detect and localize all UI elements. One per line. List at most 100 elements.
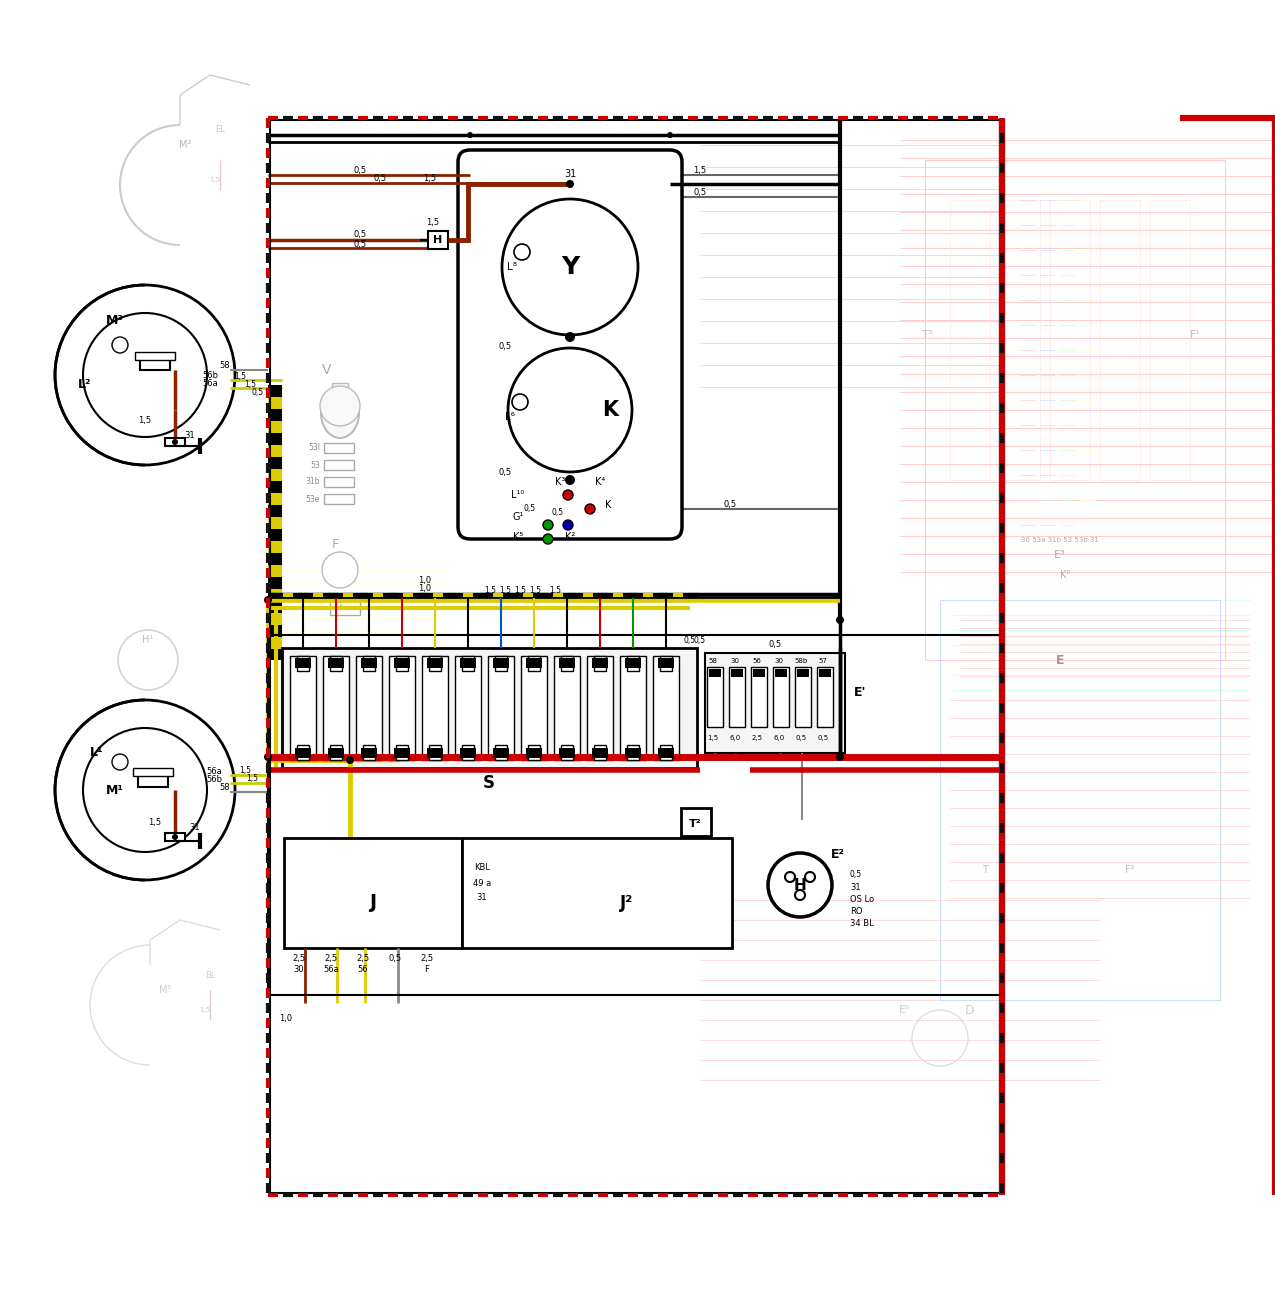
Text: 58: 58 bbox=[219, 361, 231, 370]
Text: 31: 31 bbox=[477, 893, 487, 903]
Text: 53: 53 bbox=[310, 460, 320, 469]
Text: 30: 30 bbox=[774, 658, 784, 665]
Circle shape bbox=[585, 504, 595, 515]
Circle shape bbox=[264, 596, 272, 604]
Text: L⁶: L⁶ bbox=[505, 412, 515, 422]
Bar bbox=[268, 445, 282, 456]
Bar bbox=[282, 648, 697, 768]
Ellipse shape bbox=[321, 388, 360, 438]
Bar bbox=[268, 565, 282, 577]
Bar bbox=[330, 745, 342, 760]
Text: E²: E² bbox=[831, 848, 845, 861]
Text: 56a: 56a bbox=[203, 380, 218, 388]
Text: 30: 30 bbox=[731, 658, 739, 665]
Text: H¹: H¹ bbox=[143, 635, 153, 645]
Bar bbox=[268, 385, 282, 397]
Bar bbox=[924, 160, 1225, 659]
Bar bbox=[268, 506, 282, 517]
Text: 1,5: 1,5 bbox=[209, 177, 221, 184]
Bar bbox=[330, 600, 360, 615]
Bar bbox=[361, 658, 377, 668]
Bar bbox=[625, 658, 641, 668]
Bar bbox=[268, 540, 282, 553]
Bar bbox=[356, 656, 382, 760]
Bar bbox=[323, 656, 349, 760]
Text: 1,5: 1,5 bbox=[708, 734, 719, 741]
Text: 2,5: 2,5 bbox=[421, 953, 434, 962]
Bar bbox=[295, 658, 311, 668]
Text: 58: 58 bbox=[219, 784, 230, 793]
Text: 56a: 56a bbox=[207, 767, 222, 776]
Text: 1,5: 1,5 bbox=[694, 166, 706, 175]
Bar bbox=[363, 745, 375, 760]
Bar bbox=[561, 745, 572, 760]
Bar bbox=[493, 747, 509, 758]
Text: Y: Y bbox=[561, 255, 579, 279]
Bar bbox=[268, 590, 282, 601]
Bar bbox=[1000, 200, 1040, 480]
Circle shape bbox=[502, 199, 638, 335]
Text: S: S bbox=[483, 775, 495, 793]
Bar bbox=[138, 772, 168, 787]
Circle shape bbox=[565, 332, 575, 343]
Text: K²: K² bbox=[565, 531, 575, 542]
Text: M³: M³ bbox=[106, 313, 124, 327]
Bar bbox=[428, 231, 448, 250]
Text: 2,5: 2,5 bbox=[292, 953, 306, 962]
Bar bbox=[495, 656, 507, 671]
Text: 1,5: 1,5 bbox=[484, 586, 496, 595]
Bar bbox=[681, 808, 711, 837]
Bar bbox=[709, 668, 720, 678]
Bar bbox=[268, 577, 282, 590]
Bar bbox=[1150, 200, 1190, 480]
Bar bbox=[268, 481, 282, 493]
Text: 31: 31 bbox=[564, 169, 576, 178]
Circle shape bbox=[565, 475, 575, 485]
Text: 30: 30 bbox=[293, 966, 305, 975]
Text: D: D bbox=[965, 1003, 975, 1016]
Circle shape bbox=[543, 520, 553, 530]
Text: G¹: G¹ bbox=[513, 512, 524, 522]
Circle shape bbox=[320, 387, 360, 425]
Bar bbox=[462, 656, 474, 671]
Circle shape bbox=[768, 853, 833, 917]
Bar bbox=[817, 667, 833, 727]
Bar bbox=[460, 747, 476, 758]
Text: 49 a: 49 a bbox=[473, 878, 491, 887]
Text: 1,5: 1,5 bbox=[514, 586, 527, 595]
Text: 1,5: 1,5 bbox=[238, 767, 251, 776]
Text: J²: J² bbox=[621, 893, 634, 912]
Text: 56b: 56b bbox=[201, 371, 218, 380]
Text: 1,5: 1,5 bbox=[423, 173, 436, 182]
Bar bbox=[268, 649, 282, 659]
Bar bbox=[627, 656, 639, 671]
Text: K⁵: K⁵ bbox=[513, 531, 523, 542]
Circle shape bbox=[172, 834, 178, 840]
Text: M⁵: M⁵ bbox=[159, 985, 171, 996]
Circle shape bbox=[83, 728, 207, 852]
Text: 0,5: 0,5 bbox=[353, 230, 367, 239]
Text: T¹: T¹ bbox=[333, 603, 343, 612]
Bar bbox=[164, 438, 185, 446]
Circle shape bbox=[667, 132, 673, 138]
Text: 31: 31 bbox=[850, 883, 861, 891]
Bar bbox=[361, 747, 377, 758]
Bar bbox=[528, 656, 541, 671]
Bar bbox=[558, 747, 575, 758]
Bar bbox=[268, 553, 282, 565]
Text: 0,5: 0,5 bbox=[353, 166, 367, 175]
Bar bbox=[140, 356, 170, 370]
Text: K: K bbox=[602, 400, 618, 420]
Bar bbox=[397, 745, 408, 760]
Bar bbox=[397, 656, 408, 671]
Bar bbox=[324, 494, 354, 504]
Bar bbox=[324, 443, 354, 453]
Bar bbox=[422, 656, 448, 760]
Bar bbox=[328, 658, 344, 668]
Text: 1,0: 1,0 bbox=[418, 575, 431, 584]
Bar bbox=[164, 833, 185, 840]
Bar bbox=[1051, 200, 1090, 480]
Text: 56: 56 bbox=[358, 966, 368, 975]
Bar bbox=[558, 658, 575, 668]
Bar bbox=[268, 397, 282, 409]
